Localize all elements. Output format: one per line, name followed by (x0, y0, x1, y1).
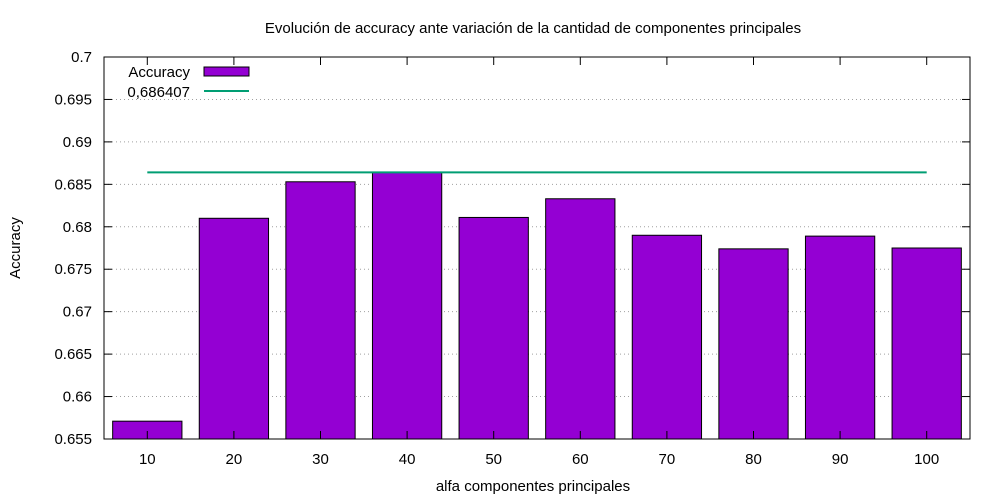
legend-label-accuracy: Accuracy (128, 64, 190, 81)
plot-border (103, 56, 971, 440)
y-axis-label: Accuracy (7, 217, 24, 279)
y-axis-ticks: 0.655 0.66 0.665 0.67 0.675 0.68 0.685 0.69 0.69… (54, 49, 970, 448)
y-tick-label: 0.7 (71, 49, 92, 66)
x-tick-label: 80 (745, 451, 762, 468)
bar (545, 198, 616, 440)
bar (804, 235, 876, 440)
legend-label-reference: 0,686407 (127, 84, 190, 101)
bar (198, 217, 270, 440)
bar (371, 171, 443, 440)
y-tick-label: 0.675 (54, 261, 92, 278)
bar (631, 234, 703, 440)
bar (285, 181, 356, 440)
y-tick-label: 0.68 (63, 219, 92, 236)
y-tick-label: 0.685 (54, 176, 92, 193)
legend-swatch-accuracy (203, 66, 250, 77)
legend: Accuracy 0,686407 (127, 64, 250, 101)
bars-group (112, 171, 962, 440)
bar (891, 247, 962, 440)
y-tick-label: 0.695 (54, 91, 92, 108)
bar (458, 216, 529, 440)
y-tick-label: 0.69 (63, 134, 92, 151)
x-tick-label: 20 (226, 451, 243, 468)
bar (718, 248, 789, 440)
x-tick-label: 90 (832, 451, 849, 468)
x-tick-label: 60 (572, 451, 589, 468)
x-tick-label: 30 (312, 451, 329, 468)
x-tick-label: 10 (139, 451, 156, 468)
y-tick-label: 0.67 (63, 304, 92, 321)
y-tick-label: 0.66 (63, 389, 92, 406)
y-tick-label: 0.665 (54, 346, 92, 363)
chart-title: Evolución de accuracy ante variación de … (265, 20, 801, 37)
x-tick-label: 100 (914, 451, 939, 468)
y-tick-label: 0.655 (54, 431, 92, 448)
x-axis-label: alfa componentes principales (436, 478, 630, 495)
x-axis-ticks: 10 20 30 40 50 60 70 80 90 100 (139, 57, 939, 468)
x-tick-label: 50 (485, 451, 502, 468)
x-tick-label: 40 (399, 451, 416, 468)
x-tick-label: 70 (659, 451, 676, 468)
